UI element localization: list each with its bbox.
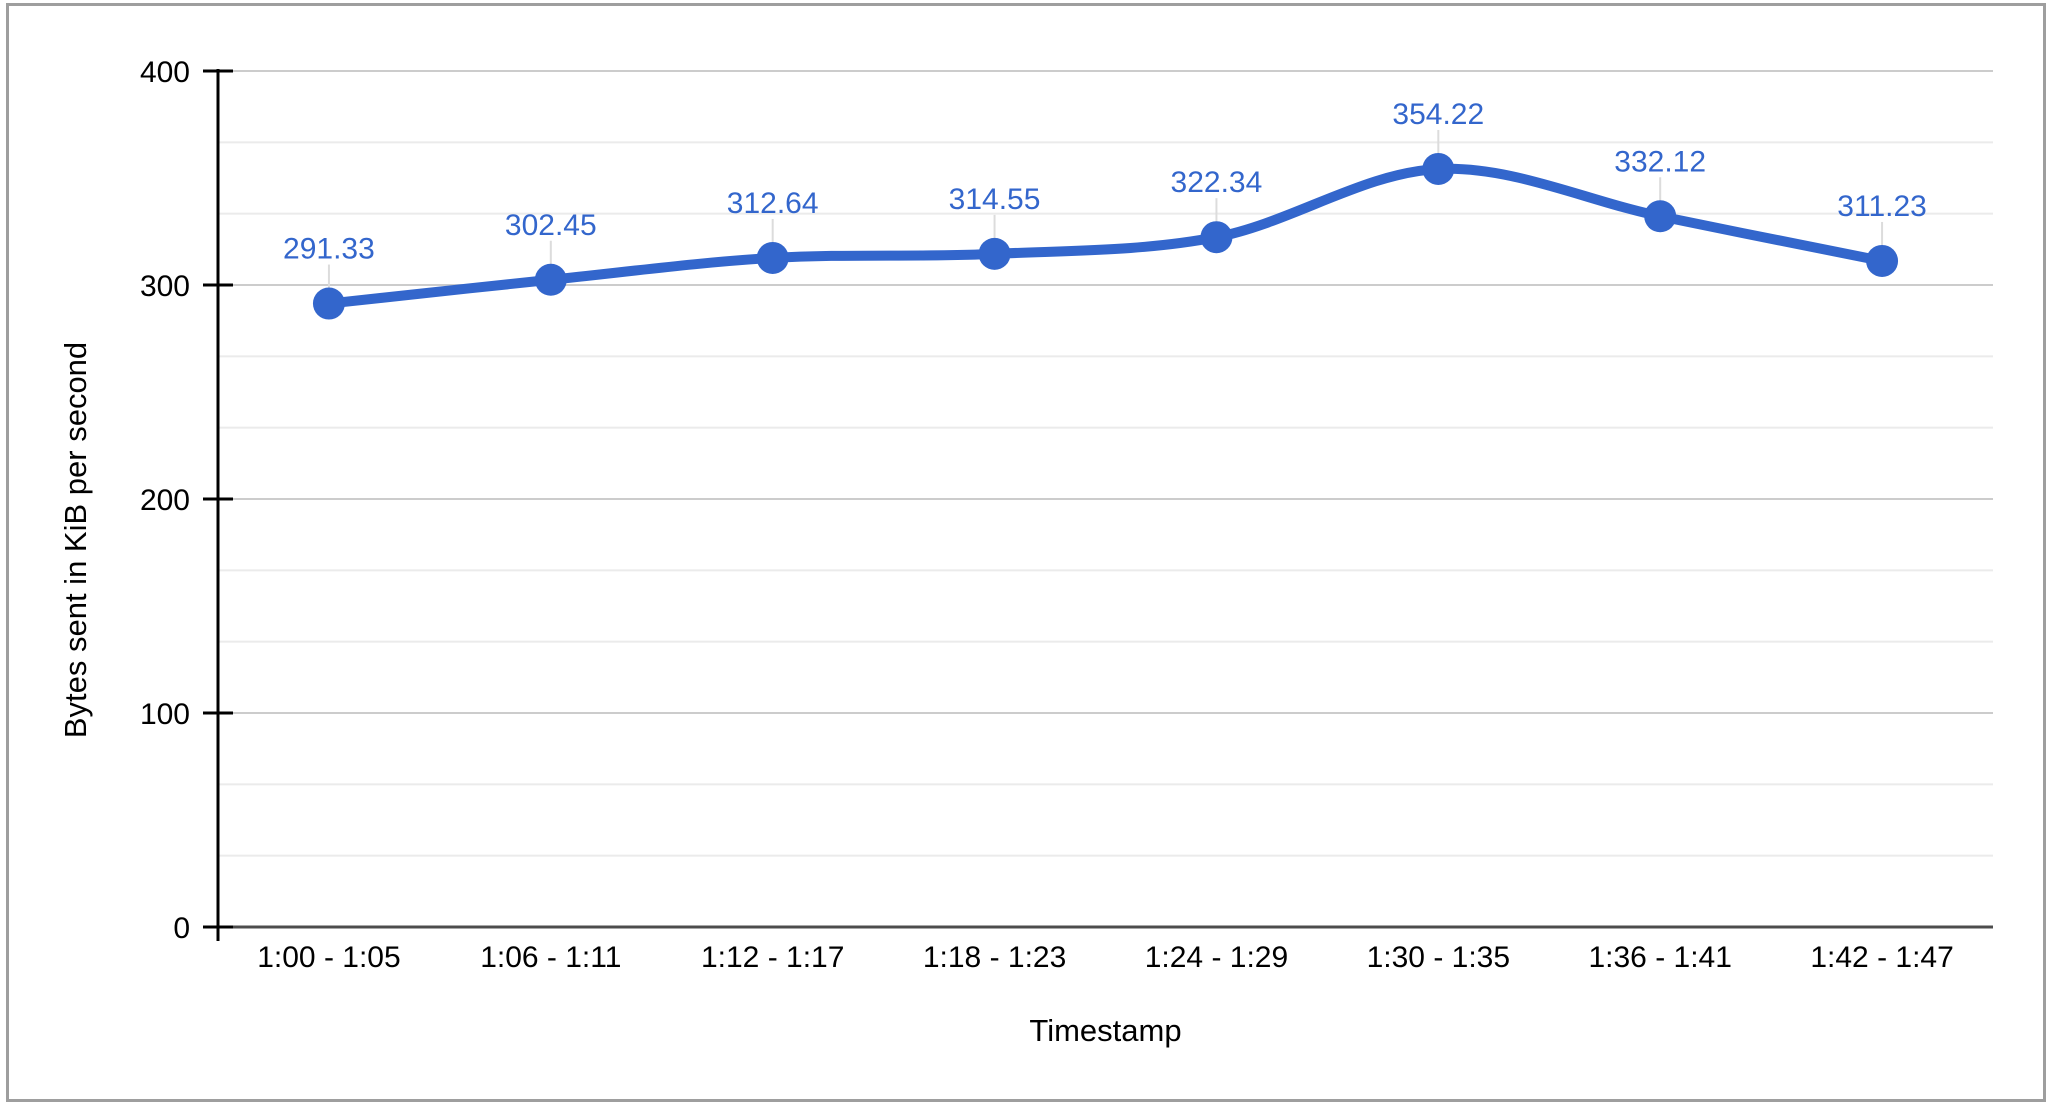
y-tick-label: 100 <box>140 698 190 731</box>
x-tick-label: 1:06 - 1:11 <box>480 941 621 974</box>
x-tick-label: 1:00 - 1:05 <box>257 941 400 974</box>
x-tick-label: 1:24 - 1:29 <box>1145 941 1288 974</box>
x-tick-label: 1:18 - 1:23 <box>923 941 1066 974</box>
data-point-label: 332.12 <box>1614 145 1706 178</box>
x-tick-label: 1:30 - 1:35 <box>1367 941 1510 974</box>
data-point-label: 314.55 <box>949 183 1041 216</box>
x-axis-title: Timestamp <box>1029 1013 1182 1048</box>
data-point-label: 311.23 <box>1837 190 1927 223</box>
y-axis-title: Bytes sent in KiB per second <box>58 341 93 739</box>
y-tick-label: 0 <box>173 912 190 945</box>
data-point[interactable] <box>1644 200 1677 233</box>
data-point[interactable] <box>978 237 1011 270</box>
x-tick-label: 1:12 - 1:17 <box>701 941 844 974</box>
data-point[interactable] <box>534 263 567 296</box>
series-line <box>323 163 1888 309</box>
data-point[interactable] <box>1200 221 1233 254</box>
data-point-label: 354.22 <box>1392 98 1484 131</box>
data-point-label: 312.64 <box>727 187 819 220</box>
data-point-label: 291.33 <box>283 233 375 266</box>
data-point[interactable] <box>1422 152 1455 185</box>
data-point[interactable] <box>1866 244 1899 277</box>
data-point[interactable] <box>312 287 345 320</box>
x-tick-label: 1:42 - 1:47 <box>1810 941 1953 974</box>
x-tick-label: 1:36 - 1:41 <box>1588 941 1731 974</box>
y-tick-label: 400 <box>140 56 190 89</box>
data-point-label: 322.34 <box>1171 166 1263 199</box>
y-tick-label: 200 <box>140 484 190 517</box>
data-point[interactable] <box>756 241 789 274</box>
data-point-label: 302.45 <box>505 209 597 242</box>
y-tick-label: 300 <box>140 270 190 303</box>
